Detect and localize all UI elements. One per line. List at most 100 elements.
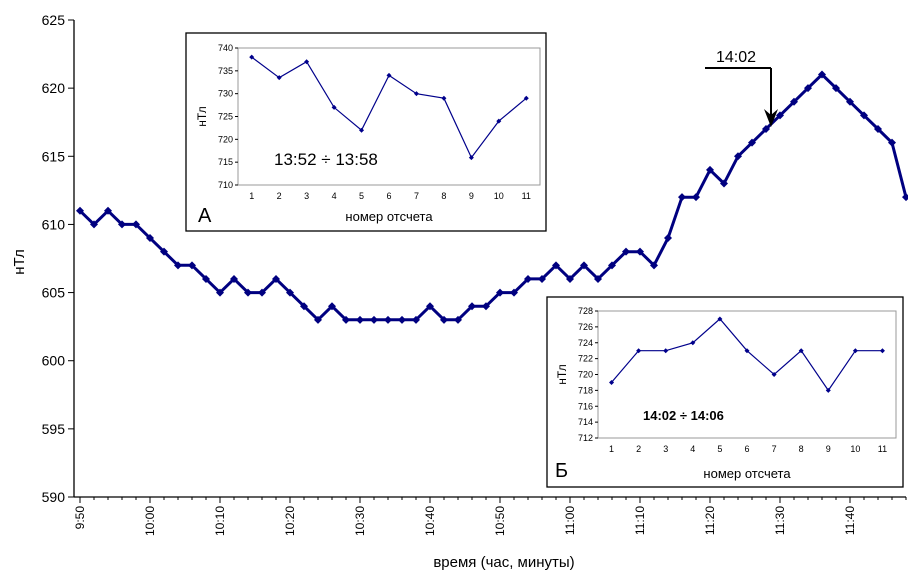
inset-y-tick-label: 722 [578,354,593,364]
inset-x-tick-label: 5 [717,444,722,454]
data-point [174,261,182,270]
inset-x-tick-label: 3 [663,444,668,454]
data-point [230,274,238,283]
inset-y-tick-label: 735 [218,66,233,76]
inset-y-tick-label: 710 [218,180,233,190]
inset-data-point [359,127,365,133]
inset-x-tick-label: 3 [304,191,309,201]
inset-x-tick-label: 7 [772,444,777,454]
inset-y-tick-label: 720 [218,134,233,144]
data-point [664,234,672,243]
data-point [132,220,140,229]
data-point [300,302,308,311]
data-point [314,315,322,324]
x-tick-label: 9:50 [73,506,87,530]
main-series [76,70,908,324]
data-point [734,152,742,161]
inset-x-tick-label: 11 [878,444,887,454]
inset-y-tick-label: 712 [578,433,593,443]
data-point [538,274,546,283]
x-tick-label: 10:30 [353,506,367,536]
data-point [118,220,126,229]
data-point [426,302,434,311]
inset-range-label: 13:52 ÷ 13:58 [274,150,378,169]
inset-x-tick-label: 1 [609,444,614,454]
data-point [650,261,658,270]
data-point [244,288,252,297]
data-point [580,261,588,270]
inset-x-tick-label: 10 [850,444,860,454]
inset-data-point [798,348,804,354]
inset-frame [546,296,904,488]
data-point [440,315,448,324]
data-point [748,138,756,147]
y-axis-label: нТл [11,249,28,275]
inset-y-axis-label: нТл [555,364,569,384]
inset-x-tick-label: 10 [494,191,504,201]
data-point [818,70,826,79]
data-point [608,261,616,270]
x-tick-label: 11:40 [843,506,857,535]
y-tick-label: 625 [42,12,66,28]
inset-data-point [744,348,750,354]
data-point [720,179,728,188]
data-point [454,315,462,324]
inset-x-tick-label: 4 [690,444,695,454]
inset-x-tick-label: 11 [522,191,531,201]
data-point [216,288,224,297]
y-tick-label: 605 [42,285,66,301]
inset-data-point [636,348,642,354]
inset-x-axis-label: номер отсчета [345,209,433,224]
y-tick-label: 610 [42,216,66,232]
data-point [468,302,476,311]
x-tick-label: 11:10 [633,506,647,535]
y-tick-label: 595 [42,421,66,437]
data-point [188,261,196,270]
inset-data-point [523,95,529,101]
data-point [902,193,908,202]
inset-data-point [276,75,282,81]
x-tick-label: 10:20 [283,506,297,536]
x-tick-label: 10:00 [143,506,157,536]
data-point [552,261,560,270]
inset-data-point [663,348,669,354]
data-point [846,97,854,106]
data-point [874,125,882,134]
inset-data-point [496,118,502,124]
data-point [258,288,266,297]
inset-x-tick-label: 4 [332,191,337,201]
x-tick-label: 10:50 [493,506,507,536]
data-point [692,193,700,202]
inset-y-tick-label: 740 [218,43,233,53]
inset-data-point [879,348,885,354]
x-tick-label: 10:10 [213,506,227,536]
inset-x-tick-label: 2 [277,191,282,201]
data-point [888,138,896,147]
inset-data-point [468,155,474,161]
data-point [286,288,294,297]
inset-x-tick-label: 6 [386,191,391,201]
inset-data-point [825,387,831,393]
inset-data-point [304,59,310,65]
inset-x-tick-label: 9 [826,444,831,454]
y-tick-label: 590 [42,489,66,505]
y-tick-label: 620 [42,80,66,96]
data-point [482,302,490,311]
inset-x-axis-label: номер отсчета [703,466,791,481]
data-point [356,315,364,324]
inset-data-point [852,348,858,354]
inset-x-tick-label: 7 [414,191,419,201]
data-point [398,315,406,324]
data-point [622,247,630,256]
inset-y-tick-label: 720 [578,370,593,380]
inset-x-tick-label: 1 [249,191,254,201]
data-point [76,206,84,215]
inset-y-tick-label: 718 [578,385,593,395]
data-point [496,288,504,297]
data-point [384,315,392,324]
data-point [342,315,350,324]
data-point [762,125,770,134]
inset-a: 710 715 720 725 730 735 740 1 2 3 4 5 6 7 8 9 10 11 нТл ном… [185,32,547,232]
